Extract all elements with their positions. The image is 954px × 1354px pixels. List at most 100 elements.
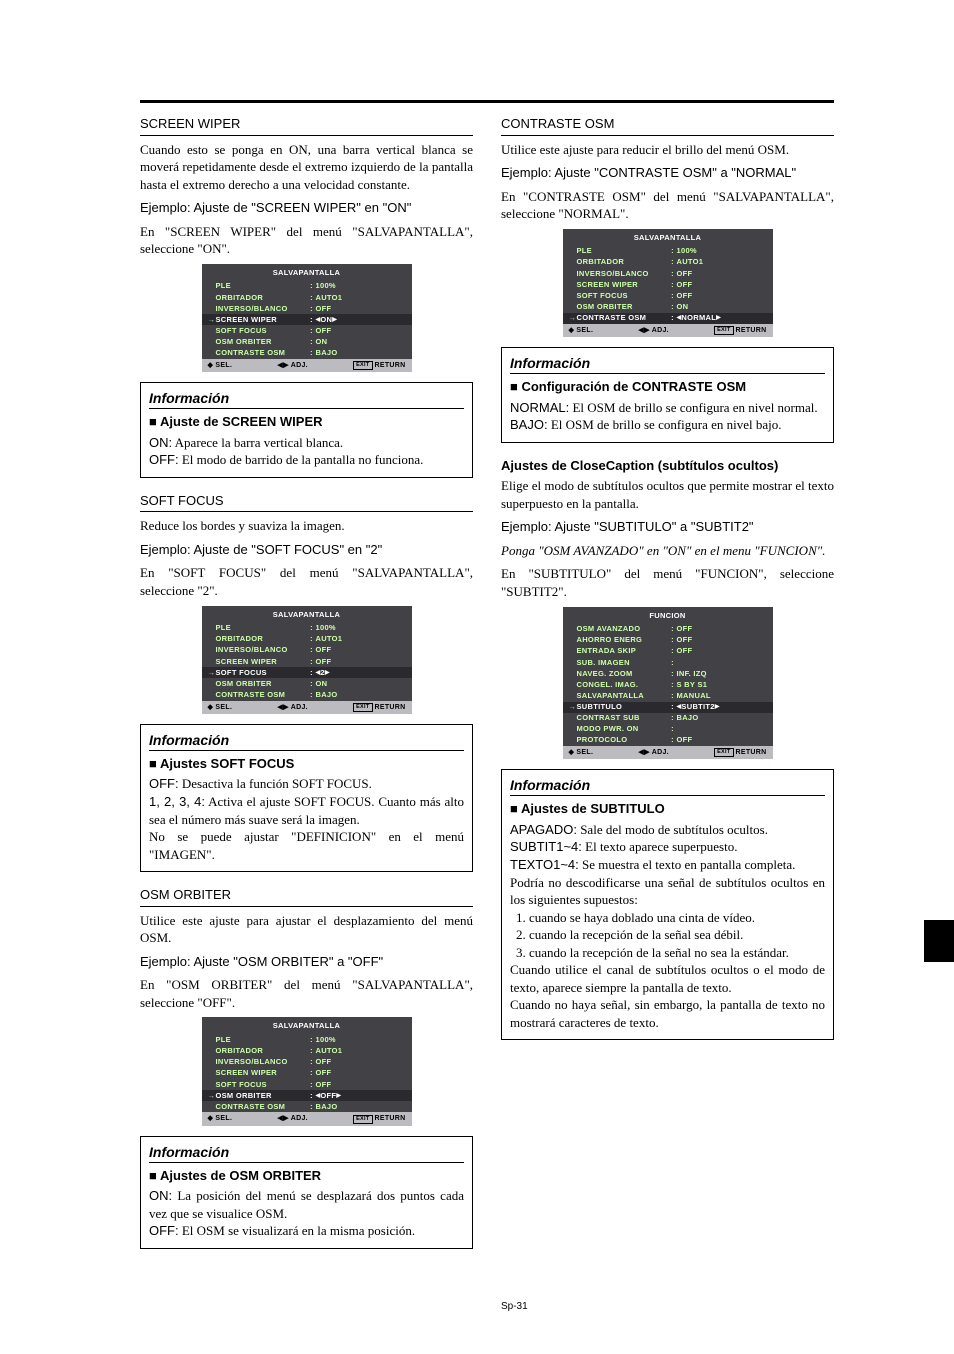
menu-value: OFF <box>677 735 693 745</box>
example: Ejemplo: Ajuste de "SOFT FOCUS" en "2" <box>140 541 473 559</box>
example: Ejemplo: Ajuste "SUBTITULO" a "SUBTIT2" <box>501 518 834 536</box>
info-line: OFF: Desactiva la función SOFT FOCUS. <box>149 775 464 793</box>
adj-indicator-icon: ◀▶ ADJ. <box>638 748 669 757</box>
menu-key: NAVEG. ZOOM <box>577 669 669 679</box>
menu-row: ORBITADOR : AUTO1 <box>202 634 412 645</box>
menu-key: SOFT FOCUS <box>216 1080 308 1090</box>
menu-value: AUTO1 <box>316 634 343 644</box>
menu-key: PROTOCOLO <box>577 735 669 745</box>
menu-row: CONTRASTE OSM : BAJO <box>202 1101 412 1112</box>
menu-row: SCREEN WIPER : OFF <box>202 656 412 667</box>
info-line: TEXTO1~4: Se muestra el texto en pantall… <box>510 856 825 874</box>
menu-key: PLE <box>216 623 308 633</box>
menu-row: → SUBTITULO : ◀SUBTIT2▶ <box>563 702 773 713</box>
info-line: Cuando utilice el canal de subtítulos oc… <box>510 961 825 996</box>
menu-value: OFF <box>677 624 693 634</box>
section-title-osm-orbiter: OSM ORBITER <box>140 886 473 907</box>
menu-value: ◀SUBTIT2▶ <box>677 702 720 712</box>
menu-value: ON <box>677 302 689 312</box>
menu-value: OFF <box>316 657 332 667</box>
info-subtitle: Ajustes SOFT FOCUS <box>149 755 464 773</box>
heading-closecaption: Ajustes de CloseCaption (subtítulos ocul… <box>501 457 834 475</box>
menu-row: → SCREEN WIPER : ◀ON▶ <box>202 314 412 325</box>
exit-return: EXIT RETURN <box>353 1114 405 1123</box>
info-line: No se puede ajustar "DEFINICION" en el m… <box>149 828 464 863</box>
menu-footer: ◆ SEL. ◀▶ ADJ. EXIT RETURN <box>202 359 412 372</box>
sel-indicator-icon: ◆ SEL. <box>208 1114 233 1123</box>
menu-key: ENTRADA SKIP <box>577 646 669 656</box>
menu-key: SALVAPANTALLA <box>577 691 669 701</box>
arrow-icon: → <box>208 668 216 678</box>
info-subtitle: Ajuste de SCREEN WIPER <box>149 413 464 431</box>
menu-key: INVERSO/BLANCO <box>216 1057 308 1067</box>
example: Ejemplo: Ajuste "OSM ORBITER" a "OFF" <box>140 953 473 971</box>
menu-row: OSM ORBITER : ON <box>563 301 773 312</box>
menu-row: INVERSO/BLANCO : OFF <box>202 1057 412 1068</box>
menu-key: OSM ORBITER <box>577 302 669 312</box>
menu-value: ◀OFF▶ <box>316 1091 342 1101</box>
menu-key: ORBITADOR <box>216 293 308 303</box>
section-title-contraste-osm: CONTRASTE OSM <box>501 115 834 136</box>
side-tab-icon <box>924 920 954 962</box>
info-line: NORMAL: El OSM de brillo se configura en… <box>510 399 825 417</box>
arrow-icon: → <box>569 313 577 323</box>
section-title-screen-wiper: SCREEN WIPER <box>140 115 473 136</box>
info-line: ON: Aparece la barra vertical blanca. <box>149 434 464 452</box>
info-title: Información <box>149 1143 464 1163</box>
arrow-icon: → <box>208 315 216 325</box>
menu-row: → CONTRASTE OSM : ◀NORMAL▶ <box>563 313 773 324</box>
exit-return: EXIT RETURN <box>353 361 405 370</box>
para: Cuando esto se ponga en ON, una barra ve… <box>140 141 473 194</box>
info-subtitle: Ajustes de SUBTITULO <box>510 800 825 818</box>
menu-key: SOFT FOCUS <box>577 291 669 301</box>
sel-indicator-icon: ◆ SEL. <box>569 748 594 757</box>
menu-value: OFF <box>316 1057 332 1067</box>
menu-row: OSM AVANZADO : OFF <box>563 624 773 635</box>
menu-row: SALVAPANTALLA : MANUAL <box>563 690 773 701</box>
para: Utilice este ajuste para reducir el bril… <box>501 141 834 159</box>
menu-row: SOFT FOCUS : OFF <box>202 1079 412 1090</box>
para: En "CONTRASTE OSM" del menú "SALVAPANTAL… <box>501 188 834 223</box>
menu-row: SOFT FOCUS : OFF <box>563 290 773 301</box>
menu-row: PLE : 100% <box>563 246 773 257</box>
info-line: Podría no descodificarse una señal de su… <box>510 874 825 909</box>
menu-key: CONTRASTE OSM <box>216 1102 308 1112</box>
info-box: Información Ajustes SOFT FOCUS OFF: Desa… <box>140 724 473 872</box>
info-line: Cuando no haya señal, sin embargo, la pa… <box>510 996 825 1031</box>
info-subtitle: Ajustes de OSM ORBITER <box>149 1167 464 1185</box>
menu-row: SUB. IMAGEN : <box>563 657 773 668</box>
example: Ejemplo: Ajuste "CONTRASTE OSM" a "NORMA… <box>501 164 834 182</box>
exit-return: EXIT RETURN <box>714 748 766 757</box>
menu-row: PROTOCOLO : OFF <box>563 735 773 746</box>
menu-row: PLE : 100% <box>202 1035 412 1046</box>
info-bullet: 3. cuando la recepción de la señal no se… <box>510 944 825 962</box>
section-title-soft-focus: SOFT FOCUS <box>140 492 473 513</box>
para: En "SOFT FOCUS" del menú "SALVAPANTALLA"… <box>140 564 473 599</box>
menu-row: → OSM ORBITER : ◀OFF▶ <box>202 1090 412 1101</box>
menu-value: OFF <box>316 326 332 336</box>
menu-row: INVERSO/BLANCO : OFF <box>563 268 773 279</box>
menu-key: SCREEN WIPER <box>577 280 669 290</box>
info-box: Información Ajuste de SCREEN WIPER ON: A… <box>140 382 473 478</box>
adj-indicator-icon: ◀▶ ADJ. <box>638 326 669 335</box>
arrow-icon: → <box>208 1091 216 1101</box>
osd-menu-salvapantalla: SALVAPANTALLA PLE : 100% ORBITADOR : AUT… <box>202 606 412 714</box>
left-column: SCREEN WIPER Cuando esto se ponga en ON,… <box>140 111 473 1314</box>
menu-key: ORBITADOR <box>577 257 669 267</box>
info-title: Información <box>149 389 464 409</box>
menu-row: AHORRO ENERG : OFF <box>563 635 773 646</box>
instruction-italic: Ponga "OSM AVANZADO" en "ON" en el menu … <box>501 542 834 560</box>
menu-row: CONGEL. IMAG. : S BY S1 <box>563 679 773 690</box>
menu-value: 100% <box>316 623 336 633</box>
menu-key: CONTRASTE OSM <box>216 348 308 358</box>
menu-value: MANUAL <box>677 691 711 701</box>
menu-value: OFF <box>677 269 693 279</box>
menu-value: ◀NORMAL▶ <box>677 313 722 323</box>
menu-key: MODO PWR. ON <box>577 724 669 734</box>
menu-key: CONGEL. IMAG. <box>577 680 669 690</box>
menu-title: SALVAPANTALLA <box>563 232 773 246</box>
info-subtitle: Configuración de CONTRASTE OSM <box>510 378 825 396</box>
adj-indicator-icon: ◀▶ ADJ. <box>277 361 308 370</box>
menu-row: SCREEN WIPER : OFF <box>202 1068 412 1079</box>
menu-footer: ◆ SEL. ◀▶ ADJ. EXIT RETURN <box>202 1112 412 1125</box>
